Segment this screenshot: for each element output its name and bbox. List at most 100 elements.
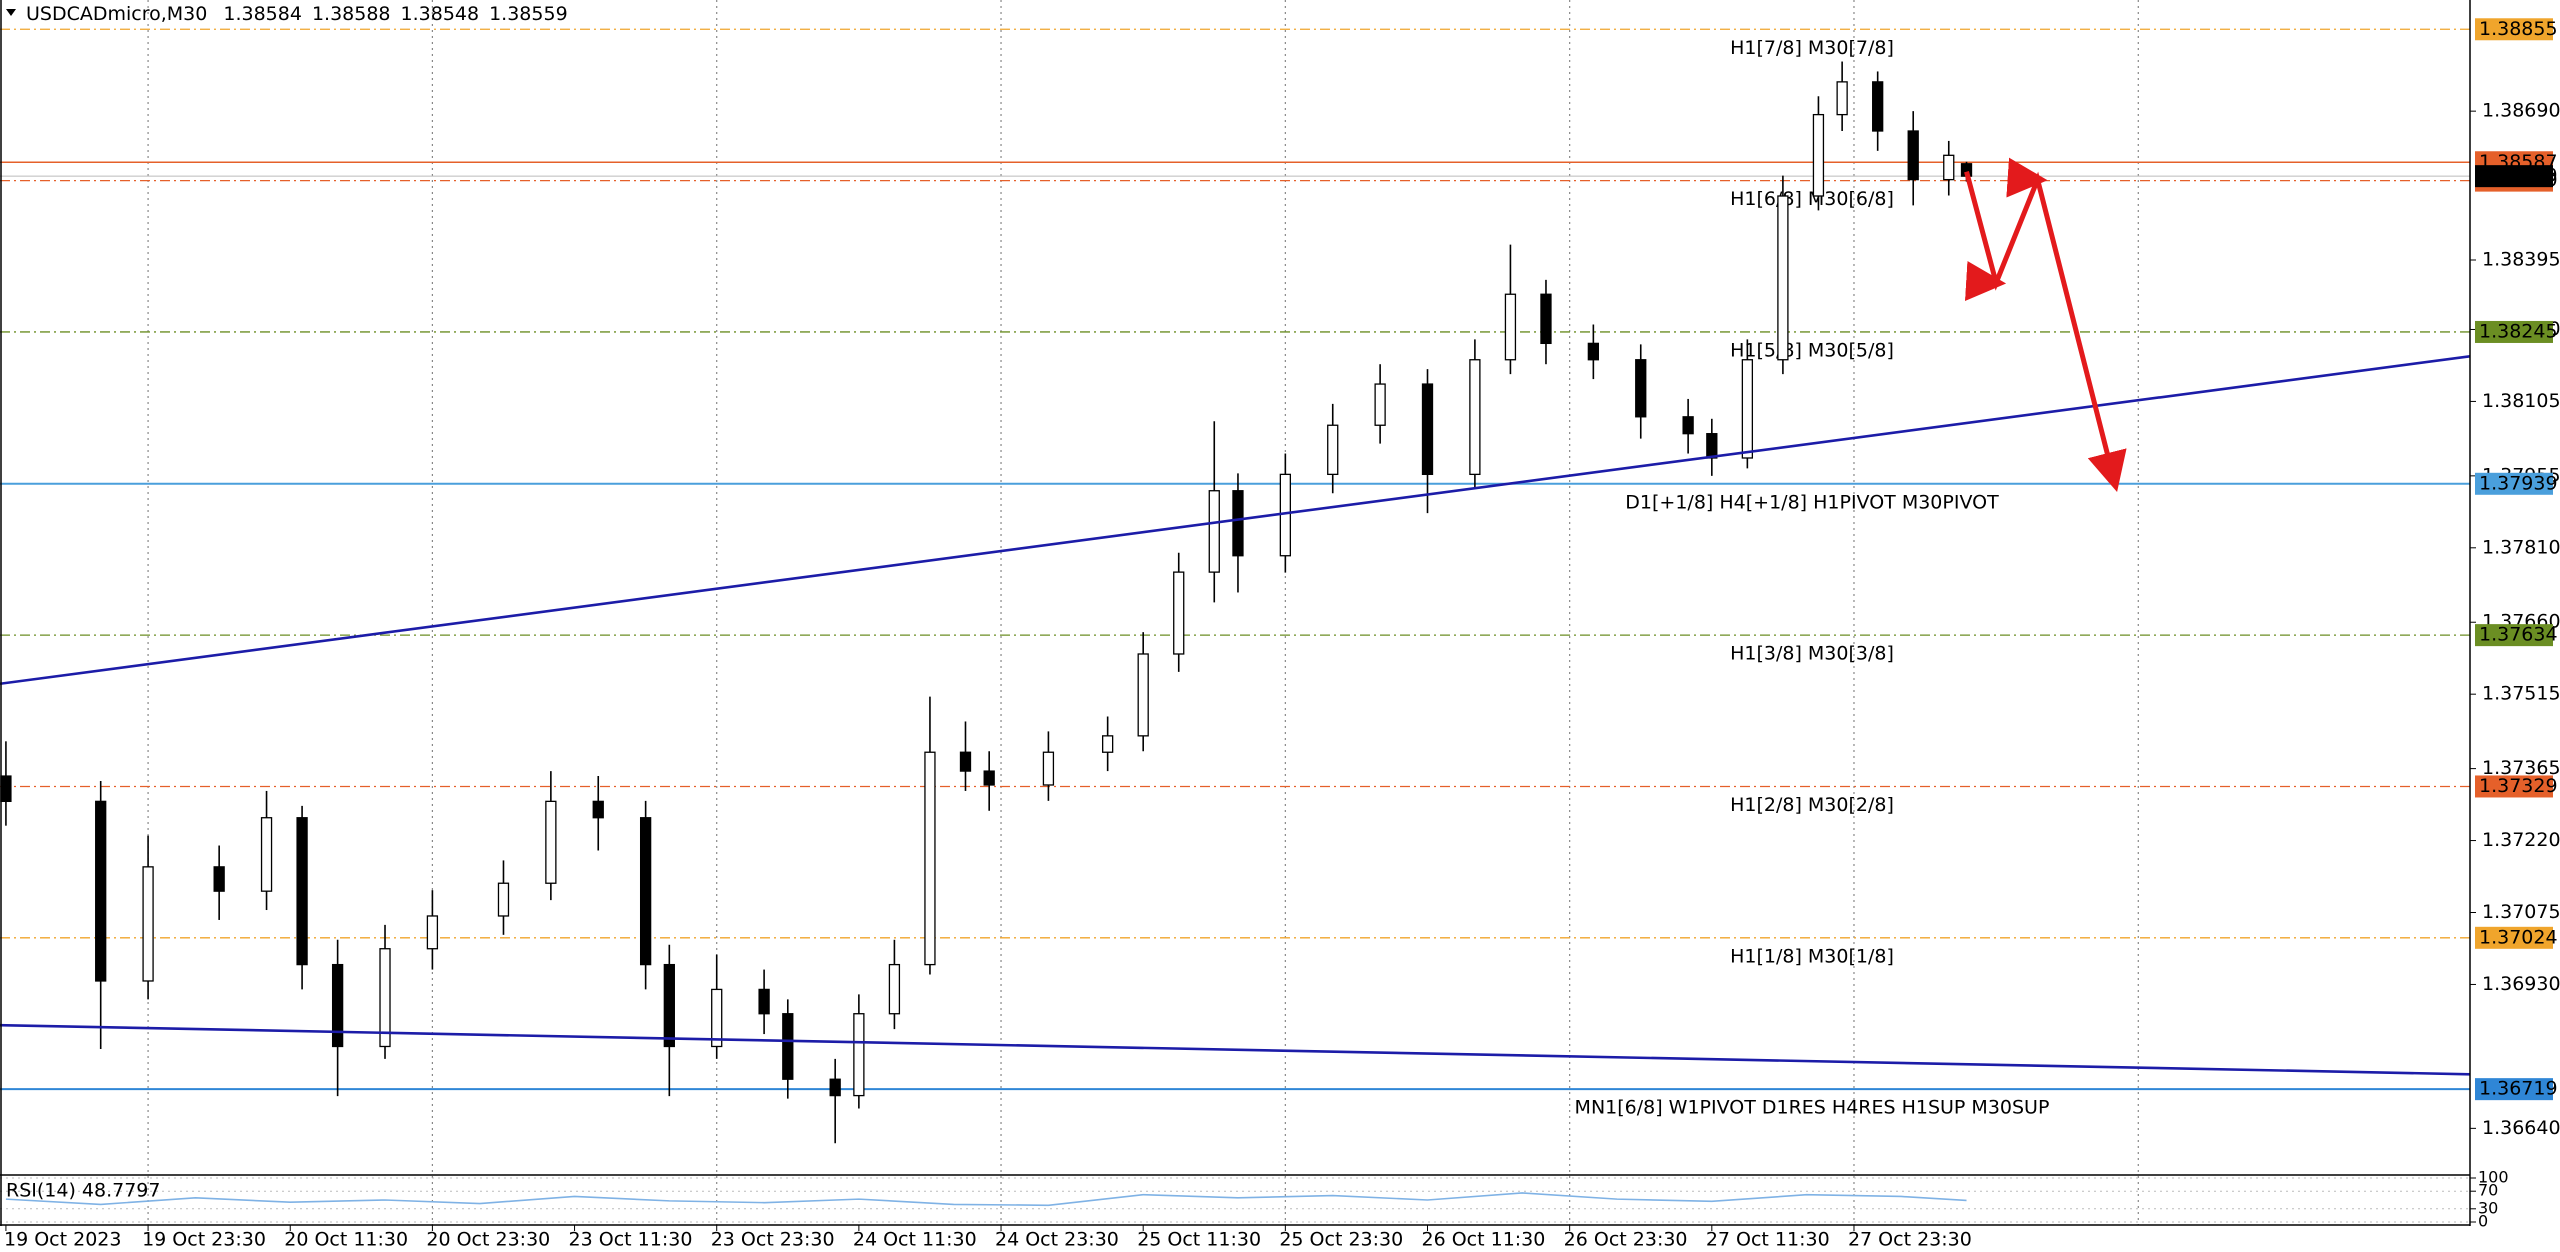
plot: [0, 61, 2470, 1144]
x-tick-label: 24 Oct 11:30: [853, 1229, 977, 1251]
candle-body: [639, 817, 652, 966]
candle-body: [1706, 433, 1718, 459]
candle-body: [260, 817, 273, 892]
y-tick-label: 1.38105: [2482, 390, 2560, 412]
candle-body: [782, 1013, 794, 1080]
candle-body: [497, 882, 510, 917]
candle-body: [1469, 359, 1481, 476]
y-tick-label: 1.37220: [2482, 829, 2560, 851]
candle-body: [853, 1013, 865, 1097]
candle-body: [1836, 81, 1848, 116]
level-text: H1[5/8] M30[5/8]: [1730, 339, 1894, 361]
chart-header: USDCADmicro,M30 1.38584 1.38588 1.38548 1.38…: [26, 3, 568, 25]
level-price-box: [2475, 624, 2553, 647]
level-text: H1[3/8] M30[3/8]: [1730, 643, 1894, 665]
rsi-title: RSI(14) 48.7797: [6, 1180, 160, 1202]
level-text: H1[7/8] M30[7/8]: [1730, 37, 1894, 59]
candle-body: [426, 915, 439, 950]
grid: [147, 0, 2139, 1225]
y-tick-label: 1.37810: [2482, 536, 2560, 558]
x-tick-label: 26 Oct 11:30: [1422, 1229, 1546, 1251]
candle-body: [1540, 293, 1552, 345]
x-tick-label: 27 Oct 11:30: [1706, 1229, 1830, 1251]
candle-body: [1587, 342, 1600, 361]
candle-body: [592, 800, 604, 819]
y-tick-label: 1.37365: [2482, 757, 2560, 779]
candle-body: [1173, 571, 1185, 655]
level-price-box: [2475, 1078, 2553, 1101]
candle-body: [1232, 490, 1244, 557]
y-tick-label: 1.38395: [2482, 249, 2560, 271]
level-price-label: 1.36719: [2479, 1078, 2558, 1100]
candle-body: [888, 963, 901, 1015]
forecast-arrow: [1964, 157, 2127, 492]
candle-body: [758, 988, 770, 1015]
candle-body: [1741, 359, 1754, 459]
level-price-box: [2475, 18, 2553, 41]
rsi-line: [5, 1192, 1967, 1207]
x-tick-label: 23 Oct 11:30: [569, 1229, 693, 1251]
level-price-box: [2475, 775, 2553, 798]
x-tick-label: 25 Oct 23:30: [1279, 1229, 1403, 1251]
x-tick-label: 27 Oct 23:30: [1848, 1229, 1972, 1251]
header-close: 1.38559: [489, 3, 568, 25]
level-price-label: 1.38245: [2479, 320, 2558, 342]
candle-body: [1943, 154, 1955, 181]
candle-body: [1208, 490, 1220, 573]
axes: 1.386901.383951.382501.381051.379551.378…: [4, 18, 2560, 1251]
candle-body: [1137, 653, 1149, 737]
chart-title: USDCADmicro,M30: [26, 3, 207, 25]
rsi-tick-label: 100: [2478, 1168, 2509, 1187]
candle-body: [1777, 195, 1789, 361]
y-tick-label: 1.38690: [2482, 100, 2560, 122]
candle-body: [1872, 81, 1884, 132]
candle-body: [829, 1078, 841, 1097]
candle-body: [1504, 293, 1517, 361]
rsi-tick-label: 70: [2478, 1181, 2498, 1200]
header-open: 1.38584: [223, 3, 302, 25]
level-price-box: [2475, 320, 2553, 343]
header-low: 1.38548: [401, 3, 480, 25]
rsi-tick-label: 0: [2478, 1212, 2488, 1231]
level-text: H1[6/8] M30[6/8]: [1730, 188, 1894, 210]
candle-body: [663, 963, 675, 1048]
candle-body: [331, 963, 344, 1048]
candle-body: [924, 751, 936, 966]
y-tick-label: 1.37075: [2482, 901, 2560, 923]
candle-body: [711, 988, 723, 1048]
candle-body: [0, 775, 12, 803]
level-price-label: 1.37329: [2479, 775, 2558, 797]
candle-body: [1042, 751, 1055, 786]
menu-triangle[interactable]: [6, 9, 16, 16]
y-tick-label: 1.37515: [2482, 683, 2560, 705]
header-high: 1.38588: [312, 3, 391, 25]
bid-price-label: 1.38559: [2479, 165, 2558, 187]
rsi-tick-label: 30: [2478, 1198, 2498, 1217]
level-price-box: [2475, 926, 2553, 949]
header: USDCADmicro,M30 1.38584 1.38588 1.38548 1.38…: [6, 3, 568, 1202]
x-tick-label: 19 Oct 2023: [4, 1229, 121, 1251]
x-tick-label: 24 Oct 23:30: [995, 1229, 1119, 1251]
level-text: H1[1/8] M30[1/8]: [1730, 945, 1894, 967]
x-tick-label: 20 Oct 11:30: [284, 1229, 408, 1251]
candle-body: [959, 751, 972, 772]
candle-body: [983, 770, 995, 786]
candle-body: [1374, 383, 1386, 426]
bid-price-box: [2475, 165, 2553, 188]
candle-body: [545, 800, 557, 884]
level-text: MN1[6/8] W1PIVOT D1RES H4RES H1SUP M30SU…: [1575, 1097, 2050, 1119]
x-tick-label: 23 Oct 23:30: [711, 1229, 835, 1251]
candle-body: [1682, 416, 1694, 435]
candle-body: [142, 866, 154, 982]
candle-body: [1907, 130, 1919, 181]
candle-body: [1327, 424, 1339, 476]
x-tick-label: 19 Oct 23:30: [142, 1229, 266, 1251]
y-tick-label: 1.36930: [2482, 973, 2560, 995]
candle-body: [379, 948, 391, 1048]
trendline: [0, 1023, 2470, 1076]
candle-body: [1812, 113, 1825, 197]
rsi-panel: [0, 1177, 2470, 1223]
y-tick-label: 1.36640: [2482, 1117, 2560, 1139]
